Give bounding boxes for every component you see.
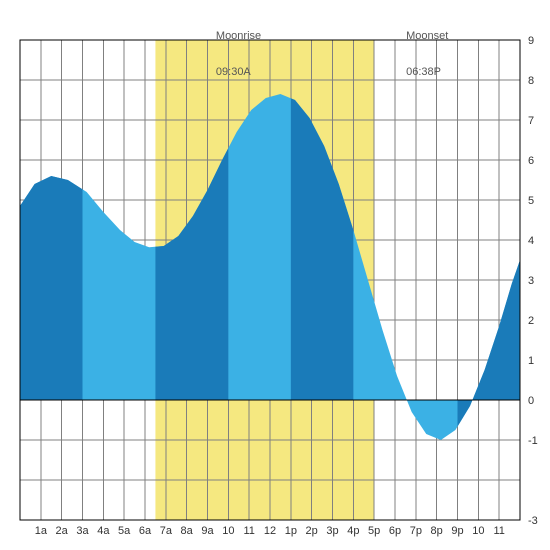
svg-text:-1: -1 [528,435,538,447]
svg-text:4p: 4p [347,525,359,537]
svg-text:8: 8 [528,75,534,87]
svg-text:6: 6 [528,155,534,167]
svg-text:2p: 2p [306,525,318,537]
svg-text:1a: 1a [35,525,48,537]
svg-text:10: 10 [222,525,234,537]
svg-text:3p: 3p [326,525,338,537]
svg-text:2: 2 [528,315,534,327]
svg-text:11: 11 [243,525,254,537]
moonset-annotation: Moonset 06:38P [406,6,448,102]
moonrise-time: 09:30A [216,66,261,78]
svg-text:6a: 6a [139,525,152,537]
svg-text:7p: 7p [410,525,422,537]
moonset-title: Moonset [406,30,448,42]
svg-text:9p: 9p [451,525,463,537]
svg-text:5: 5 [528,195,534,207]
svg-text:4: 4 [528,235,534,247]
svg-text:9a: 9a [201,525,214,537]
svg-text:9: 9 [528,35,534,47]
svg-text:1p: 1p [285,525,297,537]
svg-text:6p: 6p [389,525,401,537]
svg-text:11: 11 [493,525,504,537]
svg-text:0: 0 [528,395,534,407]
moonrise-annotation: Moonrise 09:30A [216,6,261,102]
svg-text:-3: -3 [528,515,538,527]
moonrise-title: Moonrise [216,30,261,42]
svg-text:8p: 8p [431,525,443,537]
chart-svg: 1a2a3a4a5a6a7a8a9a1011121p2p3p4p5p6p7p8p… [0,0,550,550]
svg-text:7a: 7a [160,525,173,537]
svg-text:5p: 5p [368,525,380,537]
svg-text:5a: 5a [118,525,131,537]
svg-text:3: 3 [528,275,534,287]
svg-text:3a: 3a [76,525,89,537]
tide-chart: Moonrise 09:30A Moonset 06:38P 1a 2a 3a 4a 5… [0,0,550,550]
svg-text:12: 12 [264,525,276,537]
svg-text:8a: 8a [181,525,194,537]
svg-text:4a: 4a [97,525,110,537]
moonset-time: 06:38P [406,66,448,78]
svg-text:2a: 2a [56,525,69,537]
svg-text:7: 7 [528,115,534,127]
svg-text:10: 10 [472,525,484,537]
svg-text:1: 1 [528,355,534,367]
